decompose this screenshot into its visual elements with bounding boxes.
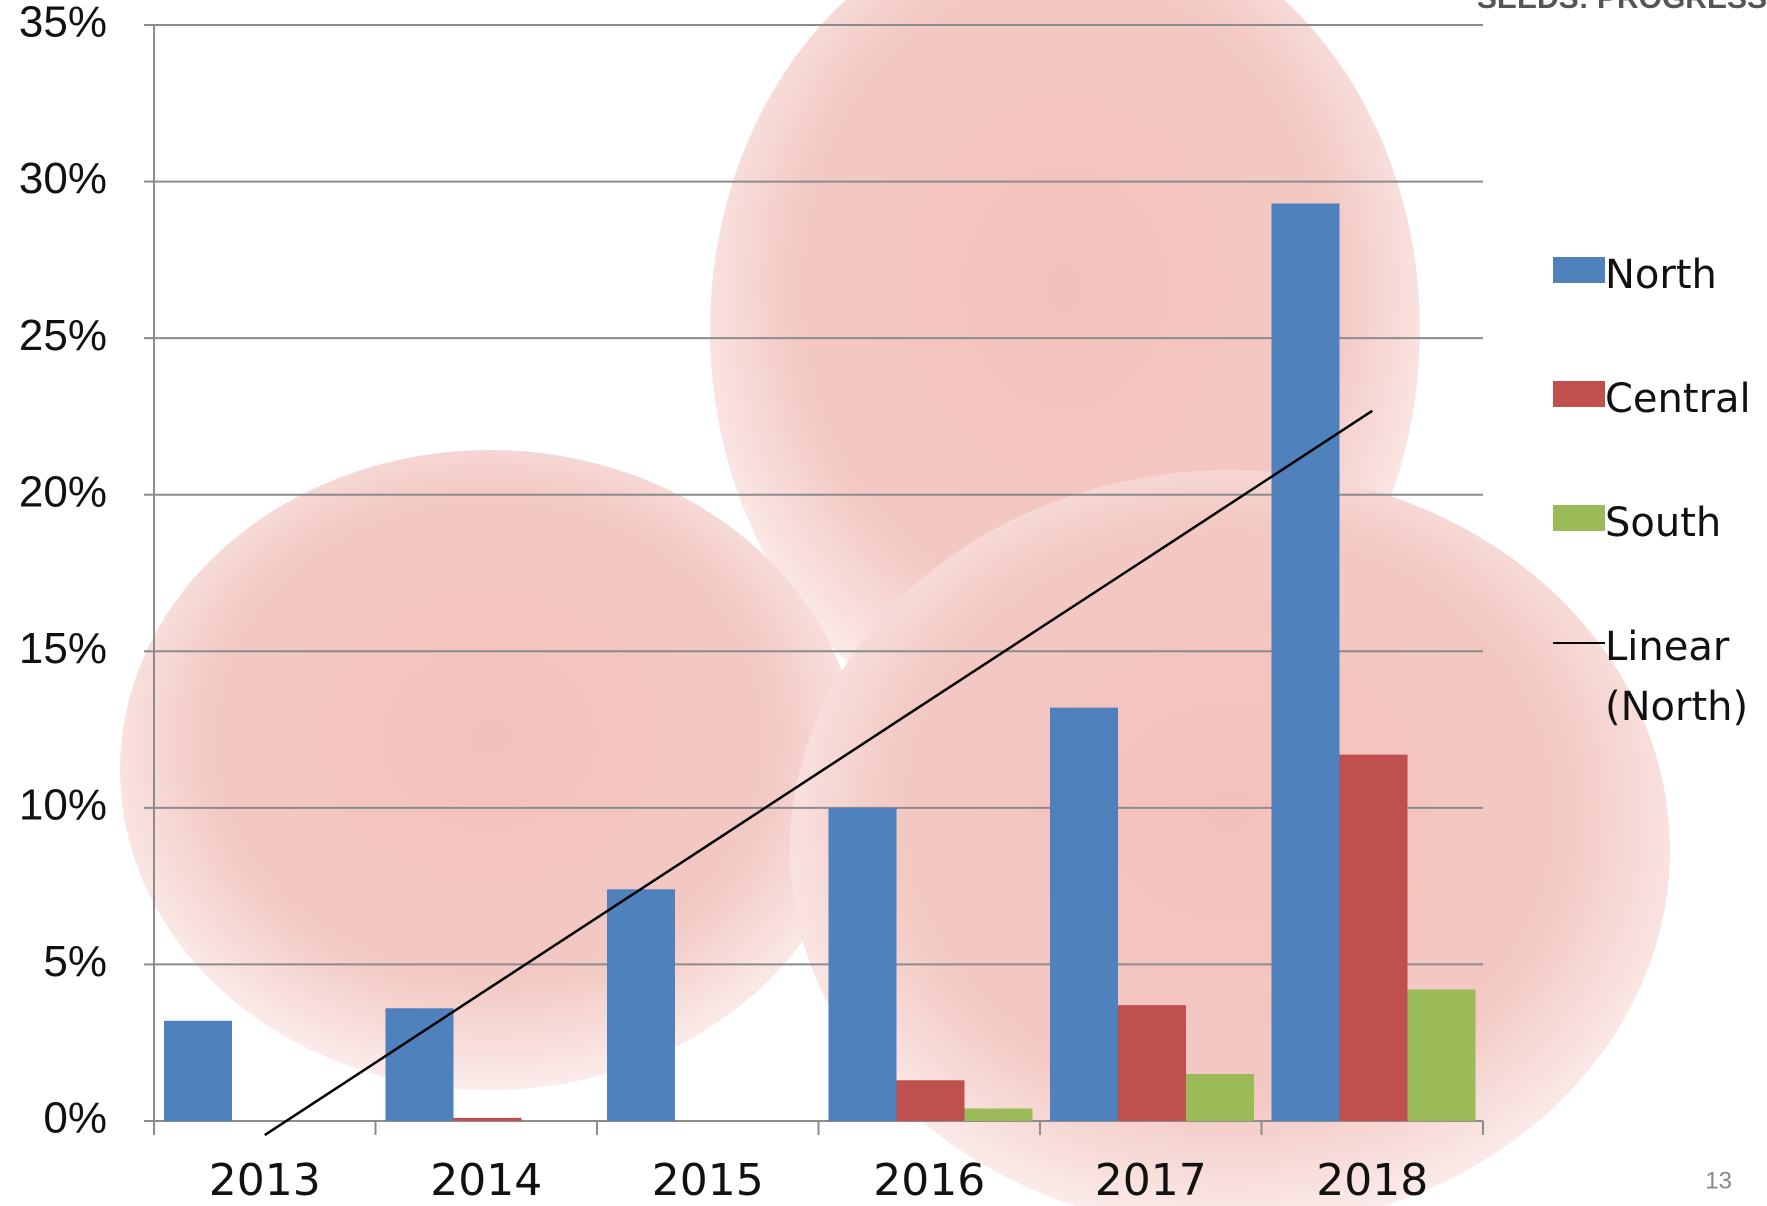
y-tick-label: 0% [43,1094,107,1143]
x-tick-label: 2017 [1095,1155,1207,1206]
bar [1339,754,1408,1121]
y-tick-label: 5% [43,937,107,986]
legend-item: Linear (North) [1553,617,1765,737]
y-tick-label: 25% [19,311,107,360]
bar [828,807,897,1121]
y-tick-label: 15% [19,624,107,673]
legend-item: North [1553,245,1765,305]
bar [1118,1005,1186,1121]
trendline [264,409,1373,1137]
bar [385,1008,454,1121]
x-tick-label: 2016 [873,1155,985,1206]
bar [1186,1074,1254,1121]
legend-item: South [1553,493,1765,553]
legend-label: South [1605,500,1722,546]
x-tick-label: 2018 [1316,1155,1428,1206]
legend-swatch [1553,257,1605,283]
legend-label: North [1605,252,1717,298]
bar [1407,989,1476,1121]
x-tick-label: 2014 [430,1155,542,1206]
y-tick-label: 10% [19,780,107,829]
legend-swatch [1553,505,1605,531]
legend-label: Linear (North) [1605,624,1749,730]
bar [607,889,675,1121]
legend-label: Central [1605,376,1751,422]
bar [164,1020,232,1121]
page-number: 13 [1705,1167,1732,1194]
bar [453,1117,522,1121]
bar [1271,203,1340,1121]
header-text: SEEDS: PROGRESS [1477,0,1767,15]
legend-item: Central [1553,369,1765,429]
bar [896,1080,965,1121]
legend-swatch [1553,381,1605,407]
y-tick-label: 30% [19,154,107,203]
y-tick-label: 35% [19,0,107,47]
bar [1050,707,1118,1121]
x-tick-label: 2013 [209,1155,321,1206]
x-tick-label: 2015 [652,1155,764,1206]
legend-swatch [1553,642,1605,644]
tomato-shape [120,450,860,1090]
bar [964,1108,1033,1121]
y-tick-label: 20% [19,467,107,516]
